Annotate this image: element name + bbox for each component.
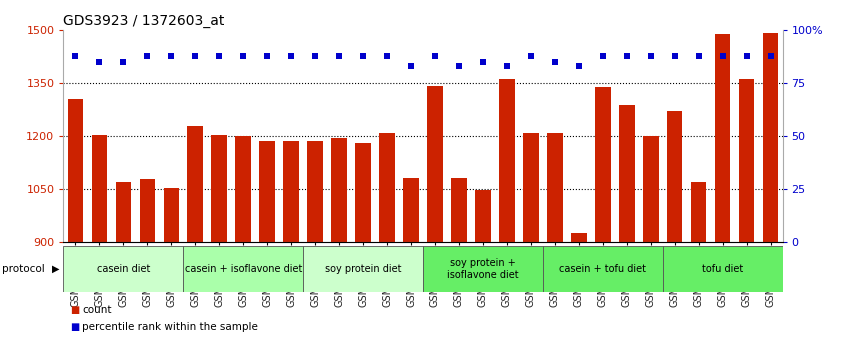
Text: ■: ■ (70, 305, 80, 315)
Bar (595, 87, 611, 242)
Bar (763, 33, 778, 242)
Bar (715, 34, 730, 242)
Point (140, 53, 154, 58)
Point (308, 53, 321, 58)
Bar (499, 79, 514, 242)
Text: ■: ■ (70, 322, 80, 332)
Text: soy protein diet: soy protein diet (325, 264, 401, 274)
Bar (283, 141, 299, 242)
Bar (475, 190, 491, 242)
Bar (739, 79, 755, 242)
Point (212, 53, 226, 58)
Bar (547, 133, 563, 242)
Bar (523, 133, 539, 242)
Point (69, 53, 82, 58)
Text: casein + isoflavone diet: casein + isoflavone diet (184, 264, 302, 274)
Point (548, 59, 562, 65)
Point (261, 53, 274, 58)
Point (764, 53, 777, 58)
Bar (163, 188, 179, 242)
Bar (379, 133, 395, 242)
Point (380, 53, 393, 58)
Point (284, 53, 298, 58)
Bar (260, 141, 275, 242)
Point (739, 53, 753, 58)
Point (692, 53, 706, 58)
Text: casein diet: casein diet (96, 264, 150, 274)
Bar (91, 135, 107, 242)
Bar (235, 136, 251, 242)
Bar (332, 138, 347, 242)
Bar (188, 126, 203, 242)
Text: casein + tofu diet: casein + tofu diet (559, 264, 646, 274)
Text: protocol: protocol (2, 264, 45, 274)
Bar (423, 246, 543, 292)
Bar (303, 246, 423, 292)
Point (524, 53, 537, 58)
Bar (691, 182, 706, 242)
Point (620, 53, 634, 58)
Bar (184, 246, 303, 292)
Bar (355, 143, 371, 242)
Point (332, 53, 346, 58)
Point (667, 53, 681, 58)
Point (189, 53, 202, 58)
Point (476, 59, 490, 65)
Bar (543, 246, 662, 292)
Bar (140, 179, 155, 242)
Text: ▶: ▶ (52, 264, 60, 274)
Bar (68, 99, 83, 242)
Text: tofu diet: tofu diet (702, 264, 744, 274)
Bar (571, 233, 586, 242)
Point (356, 53, 370, 58)
Text: GDS3923 / 1372603_at: GDS3923 / 1372603_at (63, 14, 225, 28)
Point (92, 59, 106, 65)
Point (596, 53, 609, 58)
Point (500, 63, 514, 69)
Point (164, 53, 178, 58)
Bar (619, 105, 634, 242)
Point (236, 53, 250, 58)
Bar (212, 135, 227, 242)
Bar (404, 178, 419, 242)
Text: count: count (82, 305, 112, 315)
Point (404, 63, 418, 69)
Bar (307, 141, 323, 242)
Point (644, 53, 657, 58)
Bar (63, 246, 184, 292)
Point (428, 53, 442, 58)
Bar (116, 182, 131, 242)
Bar (662, 246, 783, 292)
Bar (451, 178, 467, 242)
Point (572, 63, 585, 69)
Text: percentile rank within the sample: percentile rank within the sample (82, 322, 258, 332)
Bar (643, 136, 658, 242)
Text: soy protein +
isoflavone diet: soy protein + isoflavone diet (448, 258, 519, 280)
Bar (427, 86, 442, 242)
Point (117, 59, 130, 65)
Point (452, 63, 465, 69)
Point (716, 53, 729, 58)
Bar (667, 111, 683, 242)
